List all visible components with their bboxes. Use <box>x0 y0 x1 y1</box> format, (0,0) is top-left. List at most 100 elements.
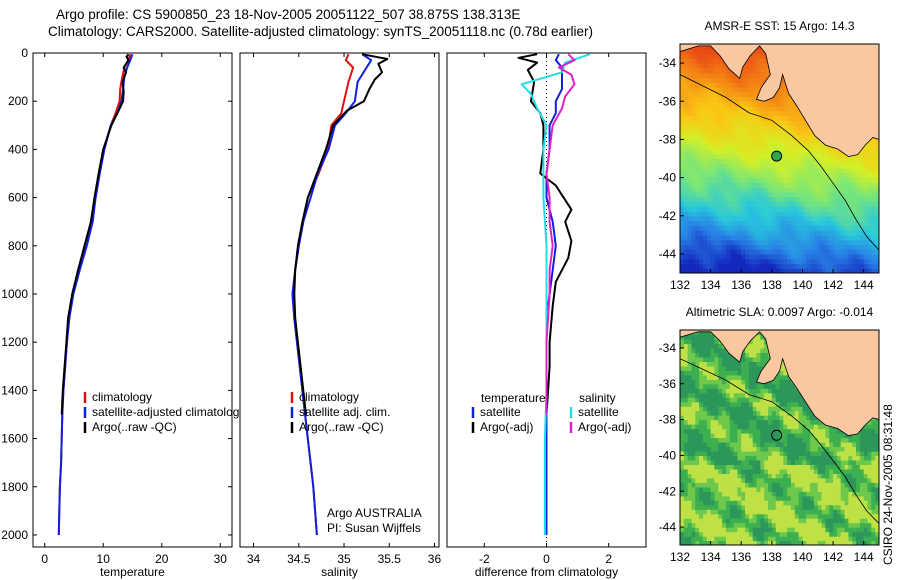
field-cell <box>810 249 815 255</box>
field-cell <box>699 168 704 174</box>
field-cell <box>748 464 754 470</box>
field-cell <box>741 230 746 236</box>
field-cell <box>687 437 693 443</box>
field-cell <box>783 191 788 198</box>
field-cell <box>787 388 792 394</box>
field-cell <box>752 144 758 150</box>
field-cell <box>840 500 846 506</box>
field-cell <box>794 106 800 112</box>
field-cell <box>829 263 834 269</box>
field-cell <box>783 477 788 483</box>
field-cell <box>859 182 865 188</box>
field-cell <box>687 206 693 212</box>
field-cell <box>703 365 708 371</box>
field-cell <box>817 513 823 519</box>
field-cell <box>725 442 731 448</box>
field-cell <box>703 48 708 55</box>
field-cell <box>710 486 715 492</box>
field-cell <box>783 215 788 222</box>
field-cell <box>691 450 696 456</box>
field-cell <box>833 220 838 226</box>
field-cell <box>680 428 685 434</box>
field-cell <box>840 518 846 524</box>
field-cell <box>683 91 689 98</box>
field-cell <box>714 153 719 160</box>
field-cell <box>737 125 742 131</box>
field-cell <box>706 343 712 349</box>
field-cell <box>760 72 765 78</box>
field-cell <box>680 370 685 376</box>
field-cell <box>756 263 761 269</box>
field-cell <box>760 347 765 353</box>
field-cell <box>752 115 758 121</box>
field-cell <box>817 491 823 497</box>
field-cell <box>836 253 842 260</box>
field-cell <box>771 163 777 169</box>
field-cell <box>695 518 700 524</box>
field-cell <box>787 486 792 492</box>
field-cell <box>825 268 830 273</box>
field-cell <box>783 101 788 107</box>
field-cell <box>737 500 742 506</box>
field-cell <box>733 258 738 265</box>
field-cell <box>729 86 735 93</box>
field-cell <box>703 464 708 470</box>
field-cell <box>810 263 815 269</box>
field-cell <box>764 477 769 483</box>
field-cell <box>871 263 876 269</box>
field-cell <box>817 144 823 150</box>
field-cell <box>695 495 700 501</box>
field-cell <box>806 536 811 542</box>
field-cell <box>710 129 715 136</box>
field-cell <box>745 77 750 83</box>
field-cell <box>725 446 731 452</box>
field-cell <box>791 531 796 537</box>
field-cell <box>768 397 773 403</box>
field-cell <box>871 258 876 265</box>
field-cell <box>806 531 811 537</box>
field-cell <box>791 459 796 465</box>
field-cell <box>775 234 781 241</box>
field-cell <box>733 263 738 269</box>
field-cell <box>821 163 826 169</box>
field-cell <box>764 58 769 64</box>
field-cell <box>745 249 750 255</box>
field-cell <box>703 356 708 362</box>
field-cell <box>733 459 738 465</box>
field-cell <box>722 120 727 126</box>
field-cell <box>810 168 815 174</box>
field-cell <box>802 234 807 241</box>
field-cell <box>787 115 792 121</box>
field-cell <box>836 433 842 439</box>
field-cell <box>733 182 738 188</box>
field-cell <box>710 67 715 74</box>
field-cell <box>741 187 746 193</box>
field-cell <box>756 77 761 83</box>
field-cell <box>706 101 712 107</box>
field-cell <box>729 459 735 465</box>
field-cell <box>775 522 781 528</box>
field-cell <box>775 495 781 501</box>
field-cell <box>733 455 738 461</box>
field-cell <box>840 455 846 461</box>
field-cell <box>718 244 723 250</box>
field-cell <box>764 428 769 434</box>
field-cell <box>706 383 712 389</box>
field-cell <box>844 455 849 461</box>
field-cell <box>691 428 696 434</box>
field-cell <box>722 406 727 412</box>
field-cell <box>752 540 758 545</box>
field-cell <box>844 531 849 537</box>
field-cell <box>752 459 758 465</box>
field-cell <box>833 249 838 255</box>
field-cell <box>764 67 769 74</box>
field-cell <box>844 172 849 179</box>
field-cell <box>775 249 781 255</box>
field-cell <box>760 415 765 421</box>
field-cell <box>859 473 865 479</box>
field-cell <box>836 220 842 226</box>
field-cell <box>741 134 746 140</box>
field-cell <box>771 495 777 501</box>
field-cell <box>710 187 715 193</box>
field-cell <box>836 239 842 245</box>
